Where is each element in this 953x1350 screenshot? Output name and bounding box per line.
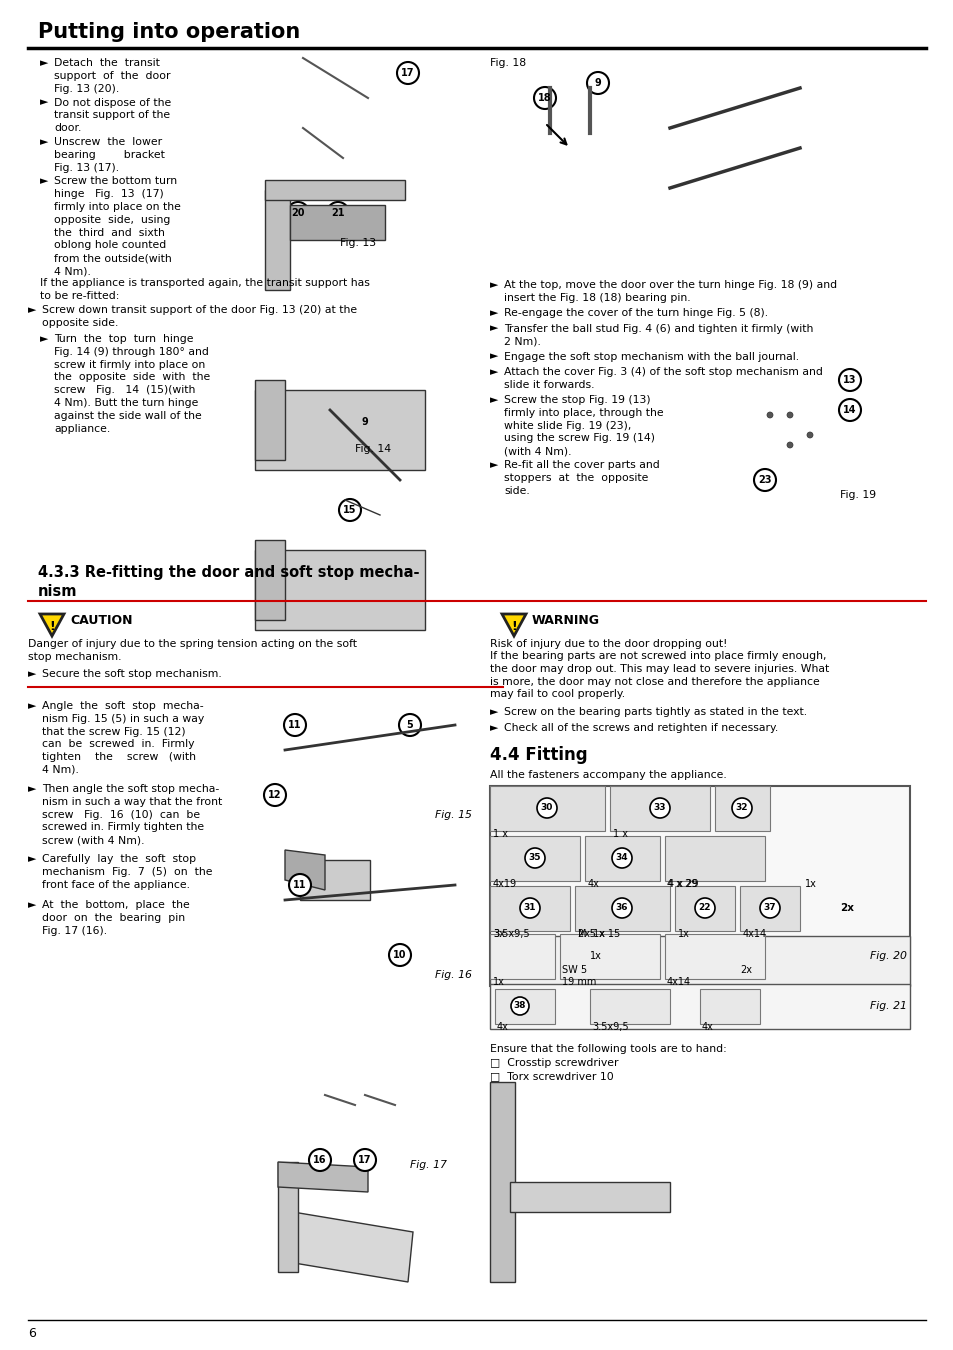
FancyBboxPatch shape <box>490 786 909 986</box>
Text: CAUTION: CAUTION <box>70 614 132 626</box>
Text: 4x: 4x <box>587 879 599 890</box>
Text: 1x: 1x <box>678 929 689 940</box>
Polygon shape <box>254 379 285 460</box>
Polygon shape <box>277 1162 297 1272</box>
Circle shape <box>649 798 669 818</box>
FancyBboxPatch shape <box>490 886 569 931</box>
FancyBboxPatch shape <box>740 886 800 931</box>
Polygon shape <box>720 855 840 875</box>
Circle shape <box>586 72 608 94</box>
Circle shape <box>612 848 631 868</box>
Text: 4 x 29: 4 x 29 <box>666 879 697 890</box>
Polygon shape <box>720 865 749 986</box>
Text: Fig. 14: Fig. 14 <box>355 444 391 454</box>
Text: 2x: 2x <box>840 903 853 913</box>
Text: Screw down transit support of the door Fig. 13 (20) at the
opposite side.: Screw down transit support of the door F… <box>42 305 356 328</box>
Text: 37: 37 <box>763 903 776 913</box>
Circle shape <box>354 1149 375 1170</box>
Text: 17: 17 <box>358 1156 372 1165</box>
Text: 1 x: 1 x <box>493 829 507 838</box>
Text: 20: 20 <box>291 208 304 217</box>
Circle shape <box>786 412 792 418</box>
Text: ►: ► <box>490 724 497 733</box>
FancyBboxPatch shape <box>714 786 769 832</box>
Text: 4x: 4x <box>701 1022 713 1031</box>
Text: 1 x: 1 x <box>613 829 627 838</box>
Text: Fig. 17: Fig. 17 <box>410 1160 446 1170</box>
Circle shape <box>695 898 714 918</box>
Text: 23: 23 <box>758 475 771 485</box>
Polygon shape <box>290 205 385 240</box>
Polygon shape <box>299 860 370 900</box>
Bar <box>559 934 659 979</box>
Text: ►: ► <box>490 396 497 405</box>
Text: ►: ► <box>490 367 497 377</box>
Text: 11: 11 <box>293 880 307 890</box>
Circle shape <box>398 714 420 736</box>
Text: ►: ► <box>28 784 36 794</box>
Circle shape <box>806 432 812 437</box>
Polygon shape <box>288 1212 413 1282</box>
Text: ►: ► <box>28 701 36 711</box>
Text: 32: 32 <box>735 803 747 813</box>
Text: 36: 36 <box>615 903 628 913</box>
Text: ►: ► <box>40 333 49 344</box>
Circle shape <box>524 848 544 868</box>
Text: Angle  the  soft  stop  mecha-
nism Fig. 15 (5) in such a way
that the screw Fig: Angle the soft stop mecha- nism Fig. 15 … <box>42 701 204 775</box>
Text: 3.5x9,5: 3.5x9,5 <box>592 1022 628 1031</box>
Text: Putting into operation: Putting into operation <box>38 22 300 42</box>
Circle shape <box>537 798 557 818</box>
Text: 3.5x9,5: 3.5x9,5 <box>493 929 529 940</box>
Circle shape <box>264 784 286 806</box>
Text: Fig. 16: Fig. 16 <box>435 971 472 980</box>
Circle shape <box>289 873 311 896</box>
Text: Transfer the ball stud Fig. 4 (6) and tighten it firmly (with
2 Nm).: Transfer the ball stud Fig. 4 (6) and ti… <box>503 324 813 347</box>
Text: Detach  the  transit
support  of  the  door
Fig. 13 (20).: Detach the transit support of the door F… <box>54 58 171 93</box>
Text: Fig. 18: Fig. 18 <box>490 58 525 68</box>
Text: ►: ► <box>28 305 36 315</box>
Text: ►: ► <box>490 324 497 333</box>
Text: Do not dispose of the
transit support of the
door.: Do not dispose of the transit support of… <box>54 97 172 134</box>
Text: 30: 30 <box>540 803 553 813</box>
Polygon shape <box>285 850 325 890</box>
Text: 12: 12 <box>268 790 281 801</box>
Circle shape <box>534 86 556 109</box>
Bar <box>700 990 760 1025</box>
Text: Fig. 13: Fig. 13 <box>339 238 375 248</box>
Polygon shape <box>277 1162 368 1192</box>
Text: ►: ► <box>28 670 36 679</box>
Circle shape <box>396 62 418 84</box>
Circle shape <box>354 410 375 433</box>
Text: 14: 14 <box>842 405 856 414</box>
Circle shape <box>338 500 360 521</box>
Circle shape <box>389 944 411 967</box>
Text: Fig. 15: Fig. 15 <box>435 810 472 819</box>
Text: 11: 11 <box>288 720 301 730</box>
Text: 21: 21 <box>331 208 344 217</box>
Text: 1x: 1x <box>493 977 504 987</box>
Text: 4x14: 4x14 <box>666 977 690 987</box>
Text: Attach the cover Fig. 3 (4) of the soft stop mechanism and
slide it forwards.: Attach the cover Fig. 3 (4) of the soft … <box>503 367 822 390</box>
Text: 4x14: 4x14 <box>742 929 766 940</box>
Polygon shape <box>254 390 424 470</box>
Text: Fig. 20: Fig. 20 <box>869 950 906 961</box>
Text: Screw the bottom turn
hinge   Fig.  13  (17)
firmly into place on the
opposite  : Screw the bottom turn hinge Fig. 13 (17)… <box>54 177 181 277</box>
FancyBboxPatch shape <box>664 836 764 882</box>
Circle shape <box>327 202 349 224</box>
Circle shape <box>766 412 772 418</box>
Text: Fig. 19: Fig. 19 <box>840 490 875 500</box>
Polygon shape <box>265 190 290 290</box>
FancyBboxPatch shape <box>490 786 604 832</box>
Text: Ensure that the following tools are to hand:: Ensure that the following tools are to h… <box>490 1044 726 1054</box>
Text: ►: ► <box>40 97 49 108</box>
Bar <box>589 990 669 1025</box>
Text: ►: ► <box>490 279 497 290</box>
Circle shape <box>838 369 861 391</box>
Text: Engage the soft stop mechanism with the ball journal.: Engage the soft stop mechanism with the … <box>503 351 799 362</box>
FancyBboxPatch shape <box>490 836 579 882</box>
Polygon shape <box>265 180 405 200</box>
Text: Then angle the soft stop mecha-
nism in such a way that the front
screw   Fig.  : Then angle the soft stop mecha- nism in … <box>42 784 222 845</box>
Text: Re-engage the cover of the turn hinge Fig. 5 (8).: Re-engage the cover of the turn hinge Fi… <box>503 308 767 319</box>
Text: 16: 16 <box>313 1156 327 1165</box>
FancyBboxPatch shape <box>575 886 669 931</box>
